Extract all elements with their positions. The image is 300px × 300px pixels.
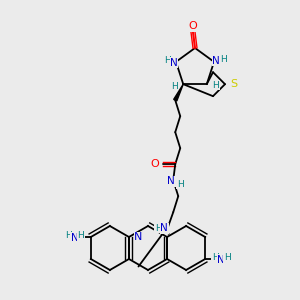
Text: N: N bbox=[160, 223, 168, 233]
Text: H: H bbox=[224, 254, 230, 262]
Text: H: H bbox=[65, 232, 72, 241]
Polygon shape bbox=[174, 84, 183, 101]
Text: N: N bbox=[167, 176, 175, 186]
Text: H: H bbox=[177, 180, 184, 189]
Text: S: S bbox=[230, 79, 238, 89]
Text: N: N bbox=[217, 255, 225, 265]
Text: N: N bbox=[170, 58, 178, 68]
Text: O: O bbox=[151, 159, 160, 169]
Text: H: H bbox=[165, 56, 171, 65]
Text: H: H bbox=[212, 254, 218, 262]
Text: N: N bbox=[212, 56, 220, 66]
Text: N: N bbox=[134, 232, 143, 242]
Text: H: H bbox=[155, 224, 162, 233]
Text: H: H bbox=[171, 82, 178, 91]
Text: N: N bbox=[71, 233, 79, 243]
Text: O: O bbox=[189, 21, 197, 31]
Text: H: H bbox=[212, 81, 219, 90]
Text: H: H bbox=[220, 55, 226, 64]
Text: H: H bbox=[77, 232, 84, 241]
